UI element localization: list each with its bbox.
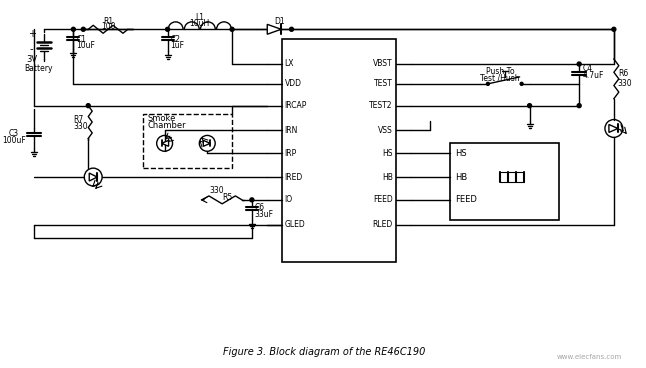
Text: 330: 330 — [74, 123, 88, 131]
Text: VBST: VBST — [373, 60, 393, 68]
Text: 100uF: 100uF — [2, 136, 26, 145]
Text: 100: 100 — [101, 22, 116, 31]
Text: www.elecfans.com: www.elecfans.com — [556, 354, 621, 360]
Text: Chamber: Chamber — [148, 121, 187, 130]
Text: LX: LX — [285, 60, 294, 68]
Text: IRN: IRN — [285, 126, 298, 135]
Text: -: - — [30, 44, 34, 54]
Circle shape — [289, 27, 293, 31]
Polygon shape — [203, 140, 210, 146]
Text: HB: HB — [455, 173, 468, 181]
Circle shape — [520, 82, 523, 85]
Text: HS: HS — [382, 149, 393, 158]
Text: 3V: 3V — [26, 54, 37, 64]
Text: Push To: Push To — [486, 67, 514, 77]
Circle shape — [72, 27, 76, 31]
Text: Battery: Battery — [25, 64, 53, 74]
Text: HB: HB — [382, 173, 393, 181]
Text: C2: C2 — [171, 35, 181, 44]
Polygon shape — [162, 140, 169, 146]
Text: D1: D1 — [274, 17, 284, 26]
Text: Figure 3. Block diagram of the RE46C190: Figure 3. Block diagram of the RE46C190 — [223, 347, 426, 357]
Text: L1: L1 — [195, 13, 204, 22]
Text: 4.7uF: 4.7uF — [583, 71, 605, 80]
Text: +: + — [28, 29, 36, 39]
Text: FEED: FEED — [373, 195, 393, 204]
Bar — [143, 114, 232, 168]
Circle shape — [250, 198, 254, 202]
Text: 1uF: 1uF — [171, 40, 185, 50]
Circle shape — [612, 27, 616, 31]
Circle shape — [230, 27, 234, 31]
Text: TEST2: TEST2 — [370, 101, 393, 110]
Bar — [282, 39, 396, 262]
Text: IRCAP: IRCAP — [285, 101, 307, 110]
Text: IRP: IRP — [285, 149, 297, 158]
Text: 10uH: 10uH — [190, 19, 210, 28]
Text: C1: C1 — [76, 35, 87, 44]
Text: VSS: VSS — [378, 126, 393, 135]
Text: 10uF: 10uF — [76, 40, 95, 50]
Circle shape — [81, 27, 85, 31]
Circle shape — [577, 62, 581, 66]
Text: IO: IO — [285, 195, 293, 204]
Text: C4: C4 — [583, 64, 593, 74]
Text: 330: 330 — [210, 187, 224, 195]
Circle shape — [87, 104, 90, 107]
Circle shape — [486, 82, 490, 85]
Text: TEST: TEST — [374, 79, 393, 88]
Text: 330: 330 — [618, 79, 632, 88]
Polygon shape — [609, 124, 618, 132]
Text: IRED: IRED — [285, 173, 303, 181]
Text: C3: C3 — [9, 129, 19, 138]
Text: Test /Hush: Test /Hush — [480, 73, 519, 82]
Text: RLED: RLED — [373, 220, 393, 229]
Text: Smoke: Smoke — [148, 114, 176, 123]
Polygon shape — [267, 24, 281, 34]
Bar — [450, 144, 559, 220]
Text: R6: R6 — [618, 70, 628, 78]
Text: R7: R7 — [74, 114, 83, 124]
Text: VDD: VDD — [285, 79, 302, 88]
Polygon shape — [89, 173, 97, 181]
Circle shape — [528, 104, 532, 107]
Text: HS: HS — [455, 149, 467, 158]
Text: GLED: GLED — [285, 220, 306, 229]
Circle shape — [577, 104, 581, 107]
Text: R5: R5 — [222, 194, 232, 202]
Text: FEED: FEED — [455, 195, 477, 204]
Text: C6: C6 — [255, 203, 265, 212]
Text: R1: R1 — [103, 17, 113, 26]
Text: 33uF: 33uF — [255, 210, 274, 219]
Circle shape — [165, 27, 169, 31]
